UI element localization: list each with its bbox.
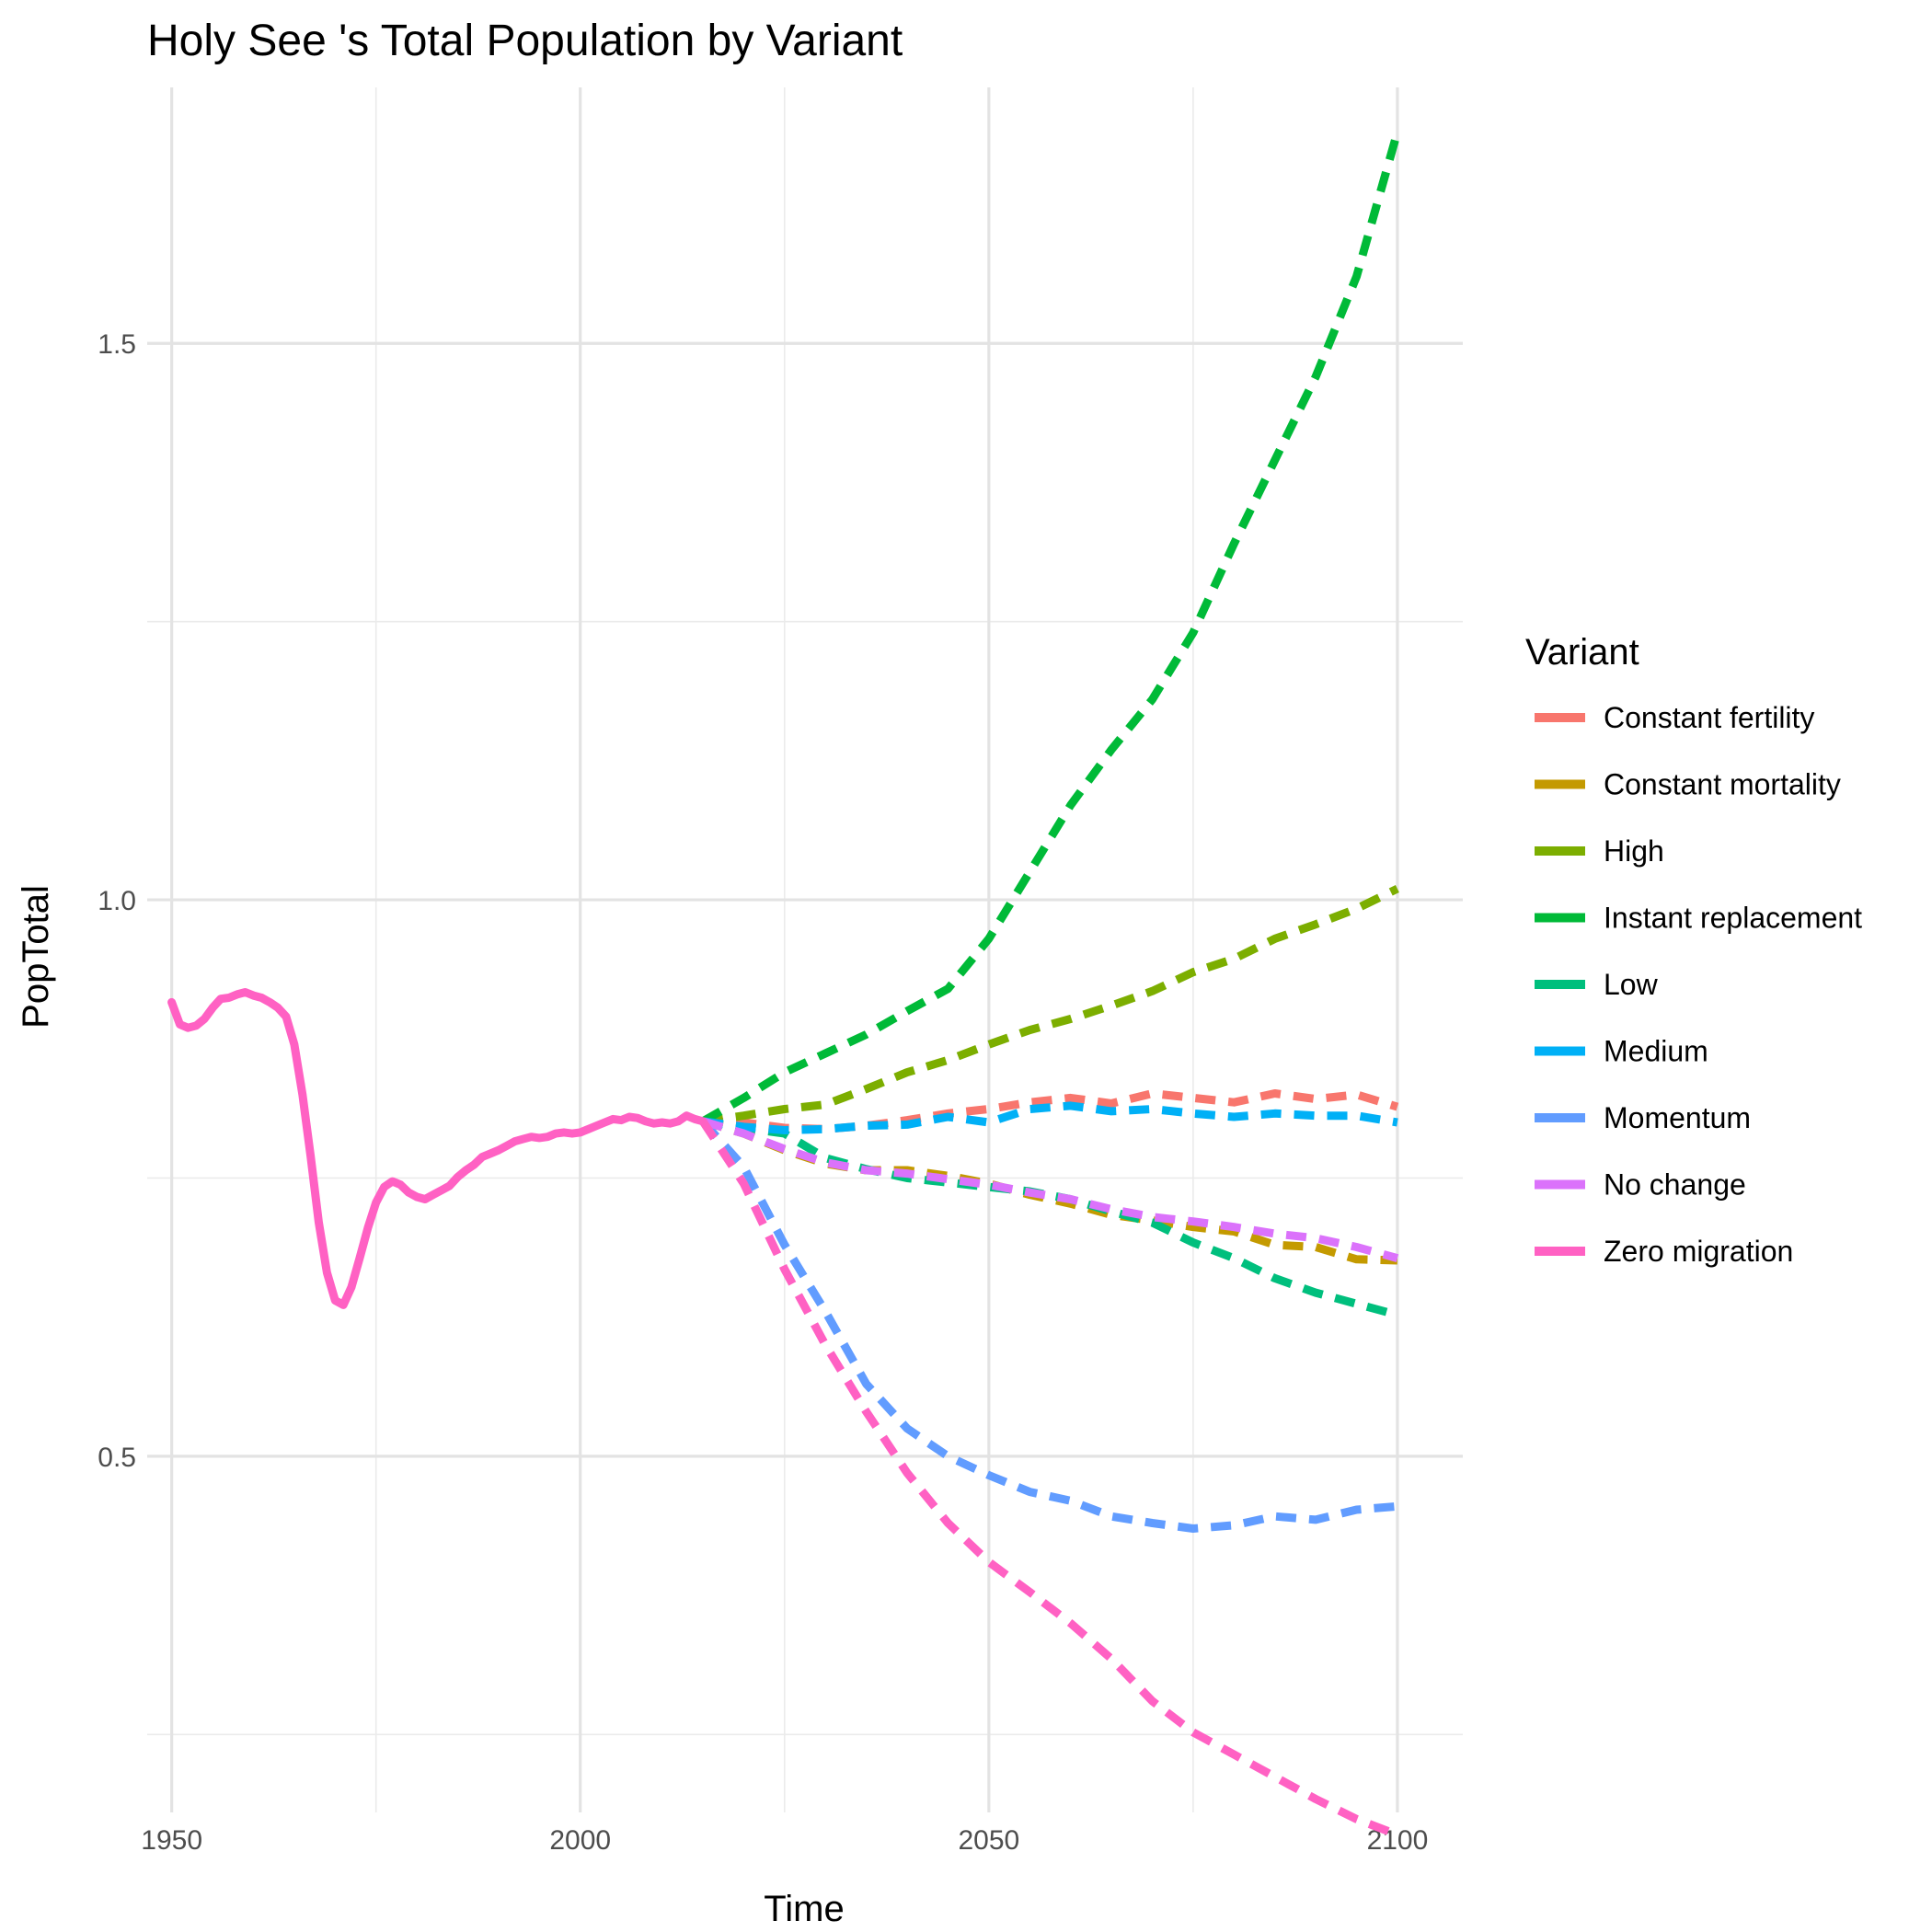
series-line-medium (702, 1101, 1398, 1134)
legend-title: Variant (1525, 632, 1639, 673)
legend-label-zero-migration: Zero migration (1604, 1235, 1793, 1268)
legend: Variant Constant fertility Constant morta… (1525, 632, 1862, 1268)
x-tick-label: 1950 (141, 1825, 202, 1856)
legend-label-high: High (1604, 834, 1664, 868)
y-tick-label: 1.5 (98, 329, 136, 360)
series-line-instant-replacement (700, 131, 1402, 1125)
x-tick-label: 2050 (958, 1825, 1019, 1856)
x-axis-tick-labels: 1950 2000 2050 2100 (141, 1825, 1428, 1856)
series-line-momentum (699, 1118, 1398, 1533)
series-line-low (702, 1117, 1399, 1319)
legend-label-no-change: No change (1604, 1168, 1746, 1202)
legend-label-constant-mortality: Constant mortality (1604, 768, 1841, 801)
legend-items: Constant fertility Constant mortality High… (1535, 701, 1862, 1268)
legend-label-instant-replacement: Instant replacement (1604, 902, 1862, 935)
x-tick-label: 2000 (549, 1825, 611, 1856)
legend-label-low: Low (1604, 968, 1659, 1001)
series-line-zero-migration (699, 1119, 1399, 1839)
legend-label-medium: Medium (1604, 1035, 1708, 1068)
grid (147, 87, 1463, 1812)
y-tick-label: 1.0 (98, 886, 136, 916)
series-line-historical (167, 988, 707, 1309)
chart-title: Holy See 's Total Population by Variant (147, 17, 903, 65)
y-axis-tick-labels: 0.5 1.0 1.5 (98, 329, 136, 1473)
series-line-high (702, 884, 1399, 1126)
legend-label-constant-fertility: Constant fertility (1604, 701, 1814, 734)
series-line-no-change (701, 1117, 1399, 1262)
legend-label-momentum: Momentum (1604, 1101, 1751, 1134)
y-tick-label: 0.5 (98, 1443, 136, 1473)
series-lines (167, 131, 1402, 1839)
x-axis-title: Time (764, 1889, 844, 1929)
y-axis-title: PopTotal (16, 885, 56, 1029)
